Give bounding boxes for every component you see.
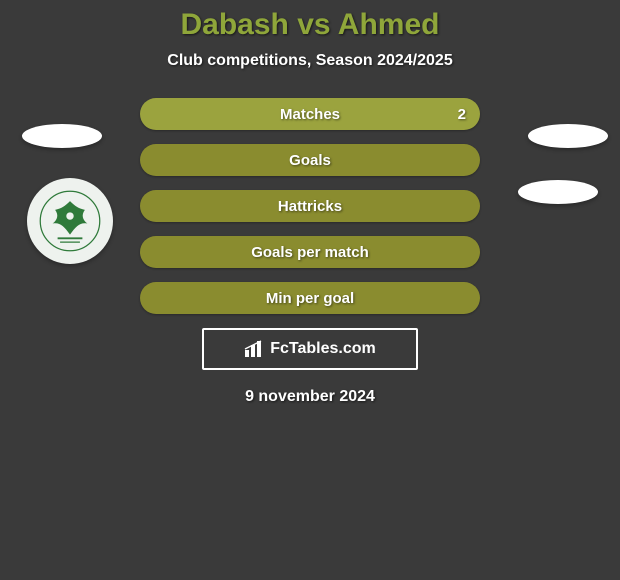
- branding-text: FcTables.com: [270, 340, 376, 358]
- stats-panel: Matches 2 Goals Hattricks Goals per match Min…: [140, 98, 480, 314]
- placeholder-ellipse-right-2: [518, 180, 598, 204]
- bars-icon: [244, 340, 264, 358]
- stat-row: Matches 2: [140, 98, 480, 130]
- date-label: 9 november 2024: [0, 388, 620, 406]
- stat-row: Hattricks: [140, 190, 480, 222]
- club-logo: [27, 178, 113, 264]
- stat-label: Goals: [289, 152, 331, 169]
- placeholder-ellipse-right-1: [528, 124, 608, 148]
- stat-value-right: 2: [458, 106, 466, 123]
- stat-label: Hattricks: [278, 198, 342, 215]
- stat-row: Goals per match: [140, 236, 480, 268]
- stat-row: Goals: [140, 144, 480, 176]
- branding-box[interactable]: FcTables.com: [202, 328, 418, 370]
- placeholder-ellipse-left: [22, 124, 102, 148]
- page-title: Dabash vs Ahmed: [0, 8, 620, 42]
- stat-label: Min per goal: [266, 290, 354, 307]
- stat-label: Matches: [280, 106, 340, 123]
- subtitle: Club competitions, Season 2024/2025: [0, 52, 620, 70]
- eagle-icon: [39, 190, 101, 252]
- stat-label: Goals per match: [251, 244, 369, 261]
- infographic-root: Dabash vs Ahmed Club competitions, Seaso…: [0, 0, 620, 580]
- stat-row: Min per goal: [140, 282, 480, 314]
